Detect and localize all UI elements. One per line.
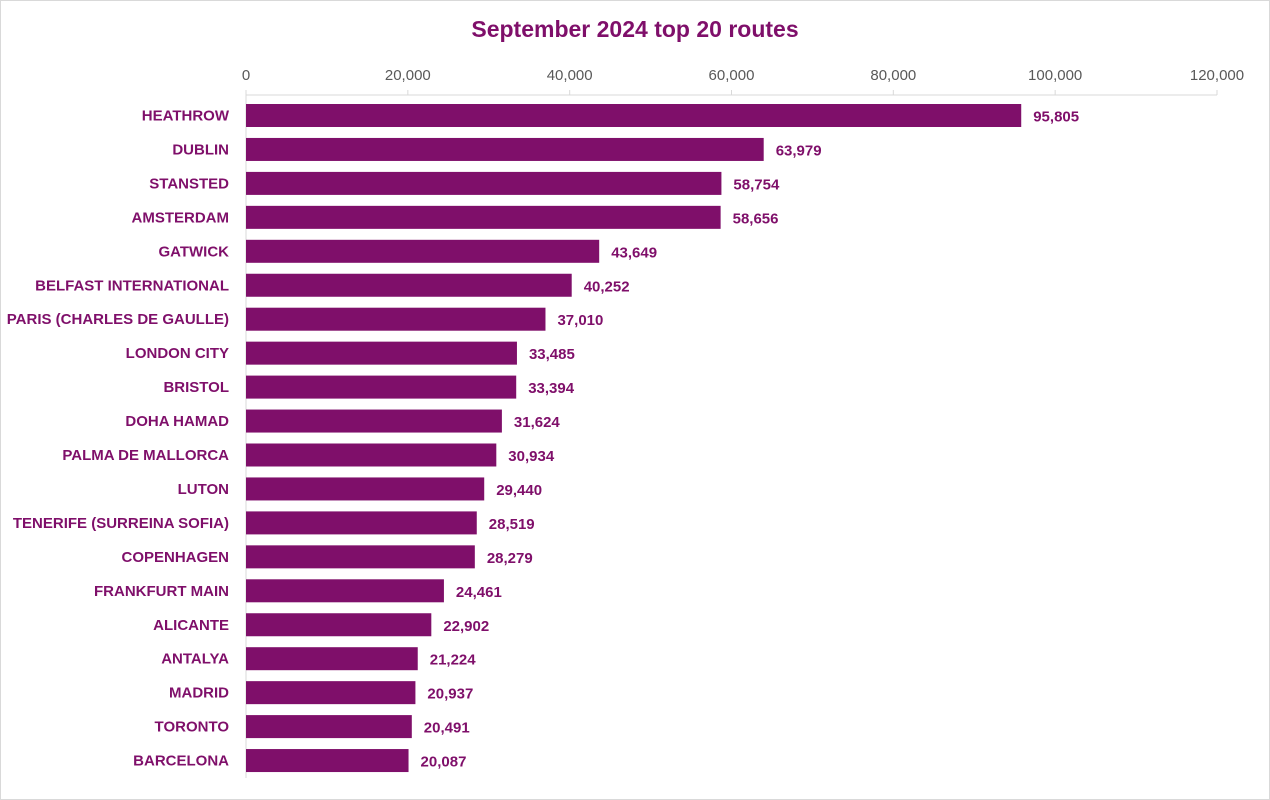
x-tick-label: 60,000 bbox=[709, 67, 755, 84]
data-label: 28,279 bbox=[487, 550, 533, 567]
bar bbox=[246, 443, 497, 467]
data-label: 21,224 bbox=[430, 652, 477, 669]
data-label: 43,649 bbox=[611, 244, 657, 261]
data-label: 20,491 bbox=[424, 720, 470, 737]
data-label: 20,087 bbox=[421, 754, 467, 771]
bar bbox=[246, 137, 764, 161]
bar bbox=[246, 307, 546, 331]
category-label: LUTON bbox=[178, 481, 229, 498]
data-label: 58,656 bbox=[733, 210, 779, 227]
x-tick-label: 100,000 bbox=[1028, 67, 1082, 84]
category-label: ANTALYA bbox=[161, 651, 229, 668]
data-label: 31,624 bbox=[514, 414, 561, 431]
category-label: FRANKFURT MAIN bbox=[94, 583, 229, 600]
category-label: COPENHAGEN bbox=[121, 549, 229, 566]
category-label: MADRID bbox=[169, 685, 229, 702]
category-label: PALMA DE MALLORCA bbox=[62, 447, 229, 464]
x-tick-label: 80,000 bbox=[870, 67, 916, 84]
data-label: 63,979 bbox=[776, 142, 822, 159]
category-label: BARCELONA bbox=[133, 753, 229, 770]
category-label: TENERIFE (SURREINA SOFIA) bbox=[13, 515, 229, 532]
category-labels: HEATHROW 95,805 DUBLIN 63,979 STANSTED 58,754… bbox=[7, 108, 1079, 771]
category-label: DOHA HAMAD bbox=[125, 413, 229, 430]
bar bbox=[246, 749, 409, 773]
bar bbox=[246, 613, 432, 637]
bar bbox=[246, 647, 418, 671]
data-label: 30,934 bbox=[508, 448, 555, 465]
bar bbox=[246, 409, 502, 433]
category-label: STANSTED bbox=[149, 175, 229, 192]
bar-series bbox=[246, 104, 1022, 773]
data-label: 37,010 bbox=[557, 312, 603, 329]
bar bbox=[246, 579, 444, 603]
data-label: 33,485 bbox=[529, 346, 575, 363]
x-tick-label: 0 bbox=[242, 67, 250, 84]
data-label: 33,394 bbox=[528, 380, 575, 397]
category-label: GATWICK bbox=[158, 243, 229, 260]
bar bbox=[246, 681, 416, 705]
bar bbox=[246, 341, 517, 365]
category-label: ALICANTE bbox=[153, 617, 229, 634]
bar bbox=[246, 171, 722, 195]
data-label: 28,519 bbox=[489, 516, 535, 533]
bar bbox=[246, 375, 517, 399]
category-label: BELFAST INTERNATIONAL bbox=[35, 277, 229, 294]
data-label: 29,440 bbox=[496, 482, 542, 499]
chart-title: September 2024 top 20 routes bbox=[471, 16, 799, 42]
bar bbox=[246, 104, 1022, 127]
category-label: TORONTO bbox=[155, 719, 230, 736]
x-tick-label: 20,000 bbox=[385, 67, 431, 84]
bar bbox=[246, 205, 721, 229]
category-label: LONDON CITY bbox=[126, 345, 229, 362]
bar bbox=[246, 477, 485, 501]
data-label: 40,252 bbox=[584, 278, 630, 295]
bar bbox=[246, 511, 477, 535]
bar bbox=[246, 545, 475, 569]
category-label: PARIS (CHARLES DE GAULLE) bbox=[7, 311, 229, 328]
data-label: 24,461 bbox=[456, 584, 502, 601]
category-label: HEATHROW bbox=[142, 108, 230, 125]
bar bbox=[246, 273, 572, 297]
data-label: 20,937 bbox=[427, 686, 473, 703]
data-label: 22,902 bbox=[443, 618, 489, 635]
category-label: AMSTERDAM bbox=[132, 209, 230, 226]
x-tick-label: 120,000 bbox=[1190, 67, 1244, 84]
category-label: DUBLIN bbox=[172, 141, 229, 158]
data-label: 58,754 bbox=[733, 176, 780, 193]
bar bbox=[246, 715, 412, 739]
data-label: 95,805 bbox=[1033, 109, 1079, 126]
x-tick-label: 40,000 bbox=[547, 67, 593, 84]
category-label: BRISTOL bbox=[163, 379, 229, 396]
bar bbox=[246, 239, 600, 263]
